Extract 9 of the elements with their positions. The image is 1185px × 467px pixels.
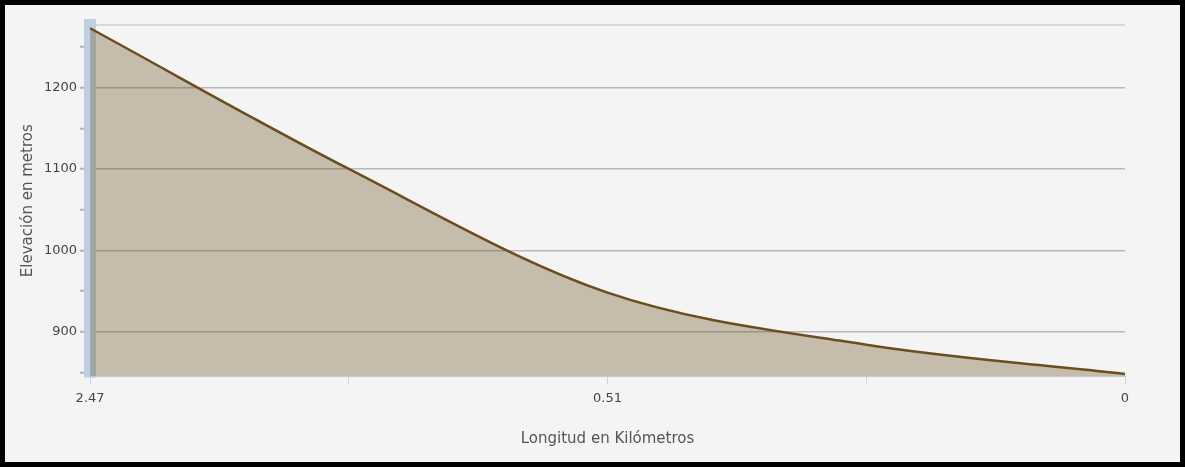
x-tick-label: 0.51 — [593, 389, 623, 405]
y-tick-label: 1100 — [43, 160, 78, 176]
x-tick-label: 0 — [1120, 389, 1130, 405]
x-axis-title: Longitud en Kilómetros — [520, 428, 695, 447]
y-axis-title: Elevación en metros — [17, 124, 36, 278]
y-tick-label: 900 — [52, 323, 78, 339]
y-tick-label: 1200 — [43, 79, 78, 95]
x-tick-label: 2.47 — [75, 389, 105, 405]
y-tick-label: 1000 — [43, 241, 78, 257]
